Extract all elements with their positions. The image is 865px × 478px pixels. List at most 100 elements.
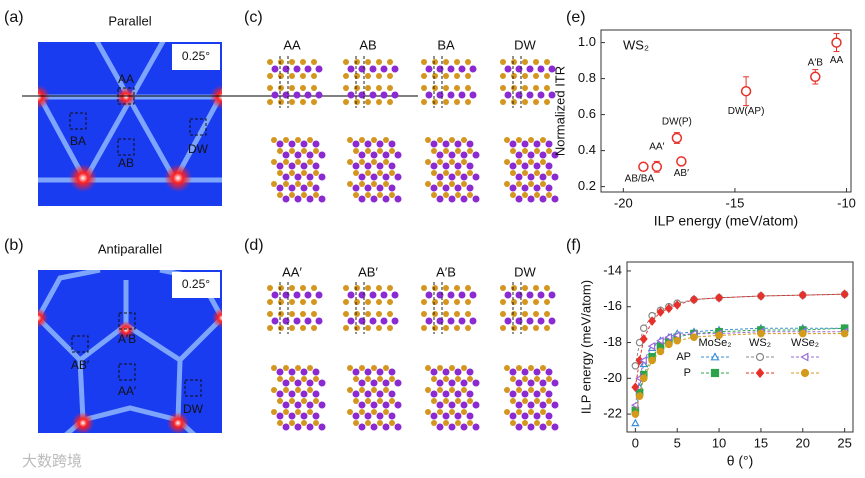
atom: [461, 365, 467, 371]
atom: [432, 85, 438, 91]
atom: [300, 299, 306, 305]
atom: [504, 137, 510, 143]
atom: [376, 368, 384, 376]
marker: [756, 291, 765, 301]
atom: [425, 291, 433, 299]
atom: [454, 73, 460, 79]
atom: [528, 387, 534, 393]
atom: [448, 379, 456, 387]
atom: [300, 285, 306, 291]
atom: [509, 184, 517, 192]
atom: [527, 379, 535, 387]
atom: [504, 409, 510, 415]
atom: [504, 317, 512, 325]
plot-frame: [626, 261, 854, 433]
atom: [289, 299, 295, 305]
legend-header: WSe₂: [791, 337, 819, 349]
atom: [289, 285, 295, 291]
atom: [421, 85, 427, 91]
atom: [307, 159, 313, 165]
atom: [267, 73, 273, 79]
atom: [283, 365, 289, 371]
atom: [300, 140, 308, 148]
atom: [425, 91, 433, 99]
atom: [394, 151, 402, 159]
atom: [304, 317, 312, 325]
atom: [430, 140, 438, 148]
atom: [533, 73, 539, 79]
atom: [432, 285, 438, 291]
y-tick-label: -16: [603, 298, 622, 313]
atom: [354, 311, 360, 317]
marker: [631, 410, 640, 418]
panel-label: (a): [4, 9, 24, 26]
atom: [432, 325, 438, 331]
atom: [537, 91, 545, 99]
atom: [443, 376, 449, 382]
atom: [358, 173, 366, 181]
atom: [359, 181, 365, 187]
atom: [522, 398, 528, 404]
atom: [289, 311, 295, 317]
atom: [352, 412, 360, 420]
atom: [448, 423, 456, 431]
atom: [383, 159, 389, 165]
atom: [527, 423, 535, 431]
atom: [500, 59, 506, 65]
atom: [376, 390, 384, 398]
atom: [430, 368, 438, 376]
atom: [376, 140, 384, 148]
atom: [551, 423, 559, 431]
x-tick-label: 5: [674, 435, 681, 450]
atom: [540, 159, 546, 165]
atom: [511, 59, 517, 65]
atom: [289, 148, 295, 154]
atom: [278, 73, 284, 79]
atom: [449, 181, 455, 187]
y-tick-label: -14: [603, 262, 622, 277]
atom: [300, 390, 308, 398]
atom: [365, 376, 371, 382]
series-line: [634, 331, 845, 406]
atom: [318, 379, 326, 387]
atom: [436, 195, 444, 203]
atom: [289, 59, 295, 65]
atom: [432, 311, 438, 317]
atom: [431, 398, 437, 404]
atom: [460, 173, 468, 181]
atom: [465, 85, 471, 91]
atom: [460, 401, 468, 409]
atom: [511, 85, 517, 91]
atom: [382, 401, 390, 409]
point: [810, 71, 821, 83]
atom: [443, 59, 449, 65]
atom: [283, 137, 289, 143]
atom: [282, 423, 290, 431]
atom: [289, 376, 295, 382]
x-tick-label: -20: [614, 195, 633, 210]
atom: [394, 401, 402, 409]
atom: [300, 311, 306, 317]
atom: [425, 365, 431, 371]
atom: [467, 192, 473, 198]
atom: [449, 365, 455, 371]
atom: [352, 140, 360, 148]
atom: [313, 192, 319, 198]
x-axis-label: θ (°): [727, 453, 754, 469]
atom: [277, 420, 283, 426]
atom: [301, 420, 307, 426]
atom: [288, 162, 296, 170]
atom: [448, 173, 456, 181]
atom: [467, 376, 473, 382]
atom: [467, 170, 473, 176]
atom: [307, 181, 313, 187]
atom: [289, 192, 295, 198]
atom: [313, 398, 319, 404]
atom: [461, 159, 467, 165]
atom: [358, 151, 366, 159]
atom: [551, 401, 559, 409]
atom: [301, 192, 307, 198]
marker: [757, 329, 765, 338]
atom: [318, 401, 326, 409]
atom: [315, 91, 323, 99]
